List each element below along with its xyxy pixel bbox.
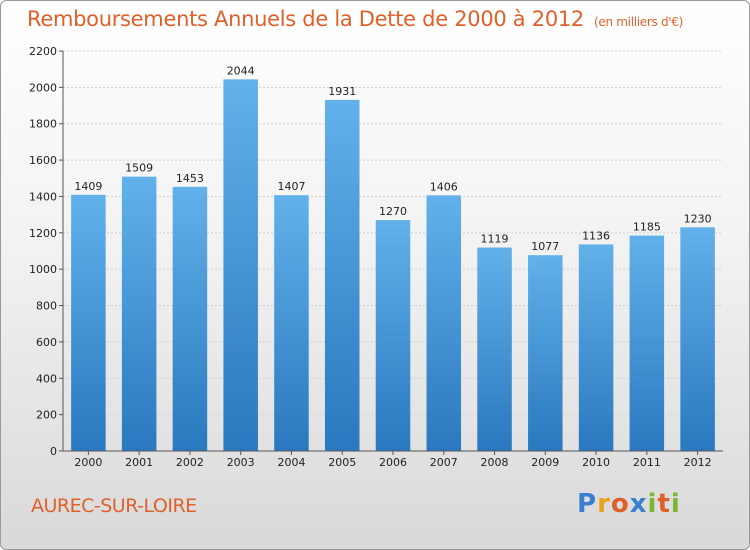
bar (71, 194, 106, 451)
x-tick-label: 2008 (481, 456, 509, 469)
logo-letter: o (610, 489, 630, 519)
place-name: AUREC-SUR-LOIRE (31, 495, 197, 517)
data-label: 1230 (684, 212, 712, 225)
y-tick-label: 200 (36, 409, 57, 422)
y-tick-label: 400 (36, 372, 57, 385)
data-label: 1406 (430, 180, 458, 193)
data-label: 2044 (227, 64, 255, 77)
y-tick-label: 1800 (29, 118, 57, 131)
chart-subtitle: (en milliers d'€) (594, 15, 684, 29)
bar (121, 176, 157, 452)
x-tick-label: 2009 (531, 456, 559, 469)
data-label: 1077 (531, 240, 559, 253)
x-tick-label: 2011 (633, 456, 661, 469)
data-label: 1931 (328, 85, 356, 98)
x-tick-label: 2001 (125, 456, 153, 469)
bar (223, 79, 258, 451)
logo-letter: P (577, 489, 598, 519)
data-label: 1409 (74, 180, 102, 193)
bar (274, 195, 309, 451)
y-tick-label: 1000 (29, 263, 57, 276)
chart-title: Remboursements Annuels de la Dette de 20… (27, 7, 683, 31)
bar (426, 195, 462, 451)
data-label: 1453 (176, 172, 204, 185)
y-tick-label: 1600 (29, 154, 57, 167)
data-label: 1119 (481, 233, 509, 246)
logo-letter: i (647, 489, 658, 519)
logo-letter: i (670, 489, 681, 519)
title-text: Remboursements Annuels de la Dette de 20… (27, 7, 584, 31)
data-label: 1407 (277, 180, 305, 193)
x-tick-label: 2007 (430, 456, 458, 469)
x-tick-label: 2003 (227, 456, 255, 469)
y-tick-label: 1200 (29, 227, 57, 240)
data-label: 1509 (125, 162, 153, 175)
y-tick-label: 2000 (29, 81, 57, 94)
x-tick-label: 2012 (684, 456, 712, 469)
bar (172, 186, 208, 451)
logo-letter: r (597, 489, 611, 519)
y-tick-label: 0 (50, 445, 57, 458)
y-tick-label: 2200 (29, 45, 57, 58)
x-tick-label: 2002 (176, 456, 204, 469)
data-label: 1185 (633, 221, 661, 234)
bar (477, 247, 512, 451)
x-tick-label: 2010 (582, 456, 610, 469)
x-tick-label: 2006 (379, 456, 407, 469)
y-tick-label: 800 (36, 300, 57, 313)
bar (528, 255, 563, 451)
bar (375, 220, 411, 451)
bar (680, 227, 715, 451)
bar (629, 235, 665, 451)
logo-letter: x (629, 489, 648, 519)
bar (578, 244, 614, 451)
x-tick-label: 2000 (74, 456, 102, 469)
x-tick-label: 2005 (328, 456, 356, 469)
bar (324, 99, 360, 451)
y-tick-label: 600 (36, 336, 57, 349)
proxiti-logo: Proxiti (577, 489, 681, 519)
data-label: 1270 (379, 205, 407, 218)
data-label: 1136 (582, 229, 610, 242)
x-tick-label: 2004 (277, 456, 305, 469)
y-tick-label: 1400 (29, 190, 57, 203)
logo-letter: t (657, 489, 671, 519)
